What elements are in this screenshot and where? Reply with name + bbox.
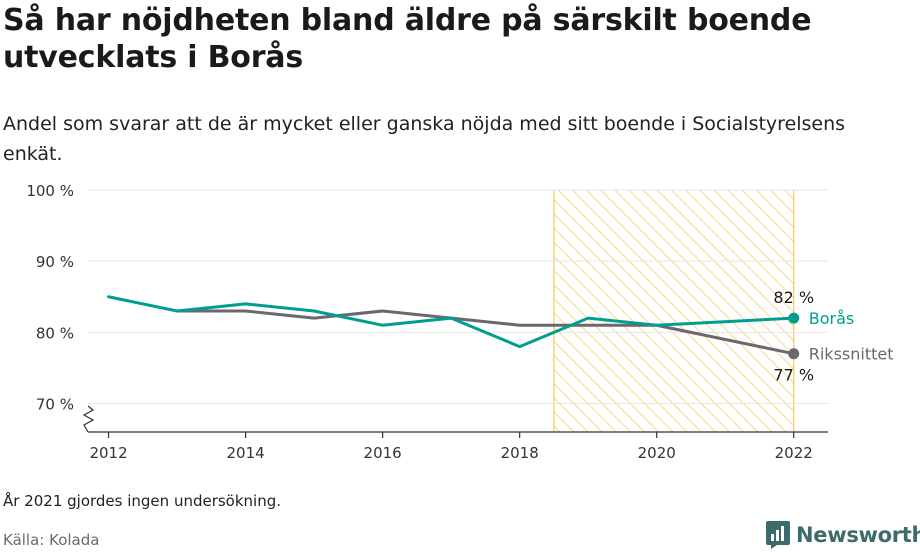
footnote: År 2021 gjordes ingen undersökning. [3,492,282,510]
x-tick-label: 2014 [226,444,264,462]
highlight-hatch [553,190,794,432]
rikssnittet-value-label: 77 % [773,366,814,385]
label-layer: Rikssnittet 77 % Borås 82 % [773,288,893,385]
chart-subtitle: Andel som svarar att de är mycket eller … [3,113,846,165]
boras-end-dot [788,312,800,324]
axis-layer: 70 % 80 % 90 % 100 % 2012 2014 2016 2018 2020 202… [26,182,828,462]
axis-break-icon [82,405,95,433]
boras-line [107,295,796,349]
x-tick-label: 2012 [89,444,127,462]
chart-title: Så har nöjdheten bland äldre på särskilt… [3,3,812,75]
grid-layer [88,189,828,405]
newsworthy-logo[interactable]: Newsworthy [765,520,920,550]
x-tick-label: 2016 [364,444,402,462]
newsworthy-logo-icon [766,521,790,549]
boras-legend-label: Borås [809,309,854,328]
rikssnittet-end-dot [788,348,800,360]
rikssnittet-legend-label: Rikssnittet [809,345,894,364]
brand-name: Newsworthy [796,523,920,547]
line-chart: 70 % 80 % 90 % 100 % 2012 2014 2016 2018 2020 202… [26,182,893,462]
y-tick-label: 80 % [36,324,74,342]
y-tick-label: 90 % [36,253,74,271]
y-tick-label: 70 % [36,396,74,414]
y-tick-label: 100 % [26,182,74,200]
series-layer [107,295,800,360]
x-tick-label: 2022 [775,444,813,462]
x-tick-label: 2018 [501,444,539,462]
boras-value-label: 82 % [773,288,814,307]
x-tick-label: 2020 [638,444,676,462]
source-label: Källa: Kolada [3,531,100,549]
highlight-layer [553,190,795,432]
